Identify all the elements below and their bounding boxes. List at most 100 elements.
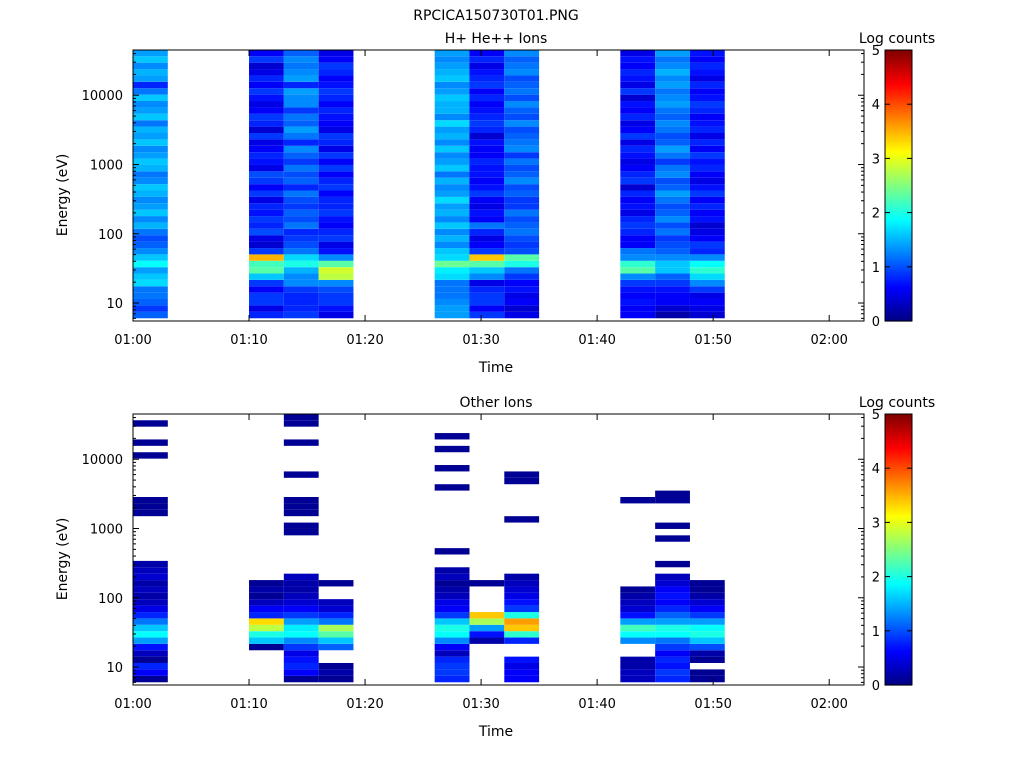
heatmap-cell [283,592,319,600]
colorbar-swatch [885,246,912,250]
colorbar-swatch [885,502,912,505]
heatmap-cell [318,107,354,114]
x-axis-label: Time [478,360,513,376]
heatmap-cell [249,81,284,89]
colorbar-swatch [885,441,912,444]
heatmap-cell [504,260,540,268]
heatmap-cell [655,203,690,210]
colorbar-swatch [885,547,912,551]
colorbar-swatch [885,241,912,245]
heatmap-cell [689,605,725,613]
colorbar-swatch [885,544,912,548]
heatmap-cell [655,490,690,497]
heatmap-cell [655,164,690,172]
colorbar-swatch [885,101,912,105]
heatmap-cell [133,637,168,644]
heatmap-cell [318,190,354,197]
heatmap-cell [283,522,319,529]
heatmap-cell [133,81,168,89]
colorbar-swatch [885,269,912,272]
colorbar-swatch [885,468,912,472]
heatmap-cell [655,497,690,504]
heatmap-cell [469,126,505,133]
heatmap-cell [434,267,470,274]
heatmap-cell [133,120,168,127]
heatmap-cell [469,94,505,102]
heatmap-cell [655,171,690,178]
heatmap-cell [283,669,319,676]
heatmap-cell [689,599,725,606]
heatmap-cell [469,241,505,249]
heatmap-cell [689,196,725,204]
colorbar-swatch [885,542,912,546]
heatmap-cell [689,101,725,108]
heatmap-cell [133,190,168,197]
heatmap-cell [504,177,540,185]
heatmap-cell [283,599,319,606]
heatmap-cell [318,305,354,312]
colorbar-swatch [885,470,912,474]
colorbar-swatch [885,156,912,159]
heatmap-cell [620,158,656,165]
heatmap-cell [689,248,725,255]
heatmap-cell [133,203,168,210]
heatmap-cell [318,196,354,204]
heatmap-cell [469,612,505,619]
colorbar-swatch [885,72,912,76]
heatmap-cell [318,69,354,76]
heatmap-cell [504,222,540,229]
heatmap-cell [504,69,540,76]
colorbar-swatch [885,666,912,670]
colorbar-swatch [885,110,912,114]
colorbar-tick-label: 3 [872,152,880,167]
colorbar-swatch [885,605,912,609]
heatmap-cell [655,592,690,600]
colorbar-swatch [885,300,912,304]
heatmap-cell [434,69,470,76]
heatmap-cell [689,209,725,217]
heatmap-cell [318,605,354,613]
heatmap-cell [504,241,540,249]
colorbar-swatch [885,255,912,259]
colorbar-swatch [885,284,912,288]
heatmap-cell [318,599,354,606]
heatmap-cell [655,311,690,319]
heatmap-cell [283,69,319,76]
heatmap-cell [620,254,656,261]
heatmap-cell [434,612,470,619]
colorbar-swatch [885,644,912,648]
colorbar-swatch [885,74,912,78]
heatmap-cell [133,235,168,242]
colorbar-swatch [885,664,912,668]
heatmap-cell [434,209,470,217]
heatmap-cell [689,88,725,95]
heatmap-cell [434,631,470,638]
heatmap-cell [133,126,168,133]
heatmap-cell [504,107,540,114]
colorbar-swatch [885,450,912,453]
colorbar-swatch [885,671,912,675]
heatmap-cell [133,222,168,229]
heatmap-cell [283,113,319,121]
colorbar-swatch [885,526,912,530]
x-tick-label: 02:00 [810,333,847,348]
colorbar-swatch [885,250,912,254]
colorbar-swatch [885,486,912,490]
heatmap-cell [249,586,284,593]
heatmap-cell [434,107,470,114]
heatmap-cell [133,267,168,274]
colorbar-label: Log counts [859,31,935,47]
heatmap-cell [318,56,354,63]
colorbar-swatch [885,95,912,99]
colorbar-tick-label: 5 [872,408,880,423]
colorbar-swatch [885,124,912,128]
x-tick-label: 01:20 [346,697,383,712]
heatmap-cell [434,139,470,146]
heatmap-cell [249,145,284,153]
colorbar-swatch [885,167,912,171]
colorbar-swatch [885,630,912,634]
heatmap-cell [689,267,725,274]
heatmap-cell [318,62,354,70]
heatmap-cell [469,196,505,204]
colorbar-swatch [885,162,912,166]
